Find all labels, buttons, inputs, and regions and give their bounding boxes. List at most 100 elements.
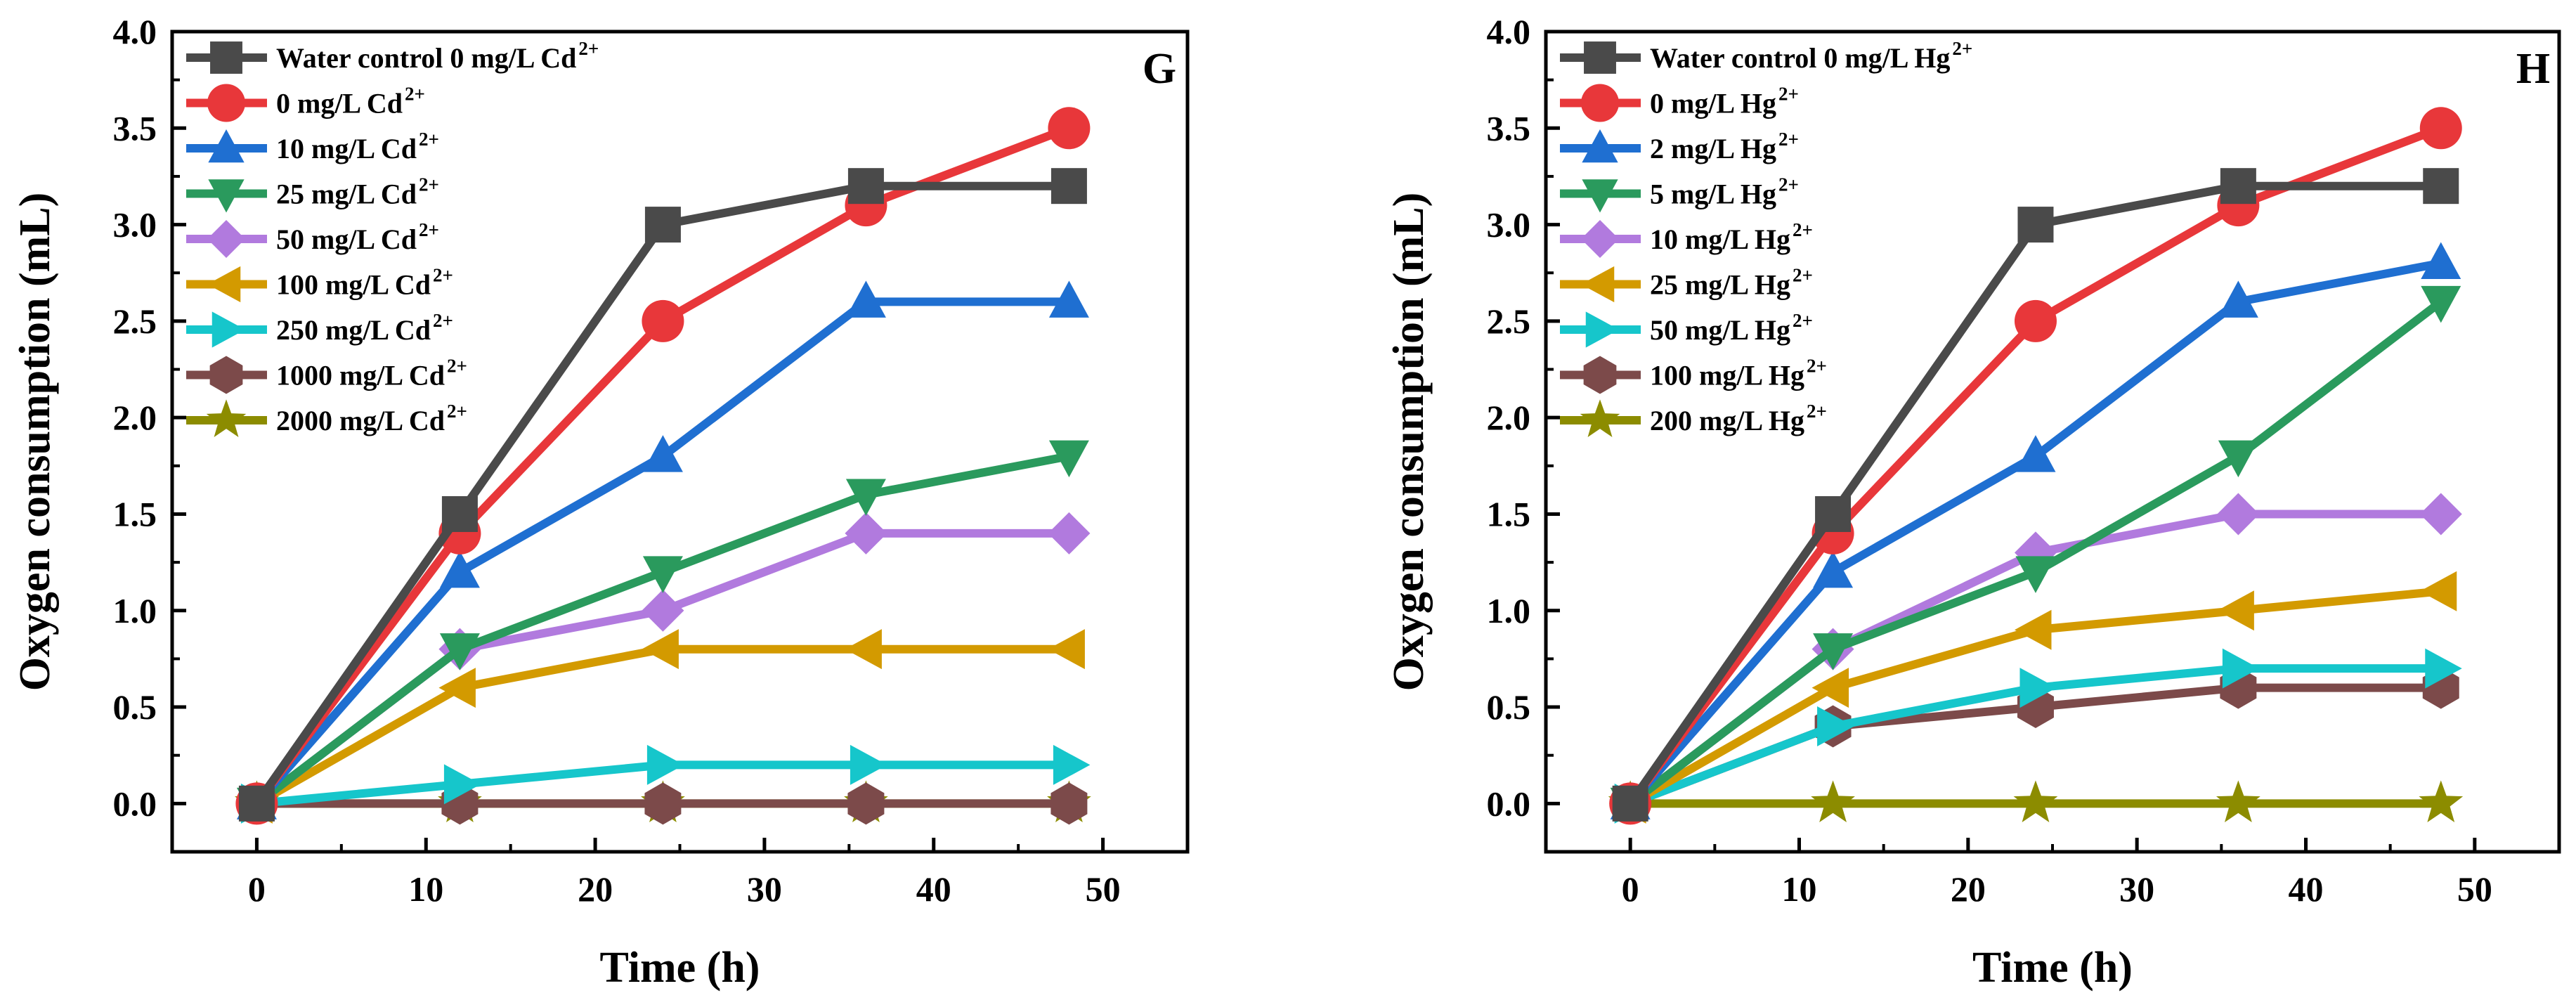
data-point [1048, 280, 1089, 318]
data-point [439, 550, 480, 588]
data-point [438, 668, 476, 708]
legend-marker [208, 179, 245, 213]
data-point [845, 479, 886, 517]
y-tick-label: 3.5 [1487, 108, 1531, 148]
legend-item: 50 mg/L Cd 2+ [186, 219, 439, 258]
chart-panel-g: 0.0 0.5 1.0 1.5 2.0 2.5 3.0 3.5 4.0 0 10 20 30 40 50 Ti… [11, 12, 1190, 992]
legend-marker [1582, 129, 1618, 163]
data-point [1813, 633, 1854, 670]
data-point [2014, 609, 2052, 650]
y-tick-label: 0.0 [113, 784, 157, 823]
legend-marker [207, 220, 245, 258]
data-point [2017, 207, 2054, 243]
legend-label: 100 mg/L Hg [1650, 360, 1804, 391]
data-point [2425, 648, 2462, 689]
series-7 [238, 782, 1088, 825]
legend-item: Water control 0 mg/L Hg 2+ [1560, 38, 1972, 74]
y-tick-label: 2.0 [113, 398, 157, 437]
legend-item: 100 mg/L Hg 2+ [1560, 356, 1827, 394]
legend-label: 250 mg/L Cd [276, 314, 431, 346]
legend: Water control 0 mg/L Cd 2+0 mg/L Cd 2+10 m… [186, 38, 599, 438]
y-tick-label: 4.0 [113, 12, 157, 51]
x-tick-label: 10 [1782, 869, 1817, 909]
x-tick-label: 0 [248, 869, 266, 909]
y-tick-label: 1.0 [1487, 591, 1531, 630]
data-point [439, 633, 480, 670]
legend-marker [1583, 356, 1617, 394]
x-tick-label: 20 [1951, 869, 1986, 909]
data-point [1817, 706, 1854, 747]
legend-superscript: 2+ [578, 38, 599, 59]
legend-superscript: 2+ [1793, 265, 1813, 286]
legend: Water control 0 mg/L Hg 2+0 mg/L Hg 2+2 mg… [1560, 38, 1972, 438]
legend-marker [206, 399, 247, 438]
data-point [2019, 668, 2057, 708]
legend-item: 10 mg/L Cd 2+ [186, 129, 439, 164]
legend-marker [208, 129, 245, 163]
data-point [2015, 435, 2056, 472]
legend-label: 2 mg/L Hg [1650, 133, 1776, 164]
legend-item: 0 mg/L Cd 2+ [186, 84, 425, 122]
y-tick-label: 0.0 [1487, 784, 1531, 823]
legend-label: 0 mg/L Cd [276, 88, 403, 119]
data-point [1048, 512, 1091, 555]
x-tick-label: 50 [1086, 869, 1121, 909]
legend-item: 100 mg/L Cd 2+ [186, 265, 453, 303]
x-tick-label: 50 [2457, 869, 2492, 909]
legend-label: 2000 mg/L Cd [276, 405, 445, 436]
series-layer [235, 107, 1091, 825]
legend-superscript: 2+ [1778, 84, 1799, 105]
data-point [2419, 493, 2462, 536]
data-point [642, 629, 679, 670]
legend-marker [1581, 266, 1615, 303]
data-point [644, 782, 682, 825]
data-point [1053, 744, 1091, 785]
legend-superscript: 2+ [419, 174, 439, 195]
series-1 [1609, 107, 2462, 825]
data-point [2421, 285, 2461, 323]
data-point [1048, 440, 1089, 478]
legend-superscript: 2+ [1952, 38, 1972, 59]
legend-superscript: 2+ [433, 265, 453, 286]
legend-superscript: 2+ [447, 356, 467, 377]
data-point [642, 556, 683, 593]
data-point [1050, 782, 1088, 825]
series-8 [1608, 780, 2464, 823]
legend-label: 10 mg/L Cd [276, 133, 417, 164]
data-point [1050, 168, 1087, 205]
legend-label: 50 mg/L Hg [1650, 314, 1790, 346]
y-tick-label: 2.5 [113, 302, 157, 341]
legend-marker [212, 311, 245, 348]
y-tick-label: 0.5 [113, 687, 157, 727]
y-tick-label: 2.5 [1487, 302, 1531, 341]
data-point [443, 764, 481, 805]
data-point [2216, 780, 2260, 823]
legend-superscript: 2+ [1793, 310, 1813, 331]
legend-item: 50 mg/L Hg 2+ [1560, 310, 1813, 348]
legend-label: Water control 0 mg/L Hg [1650, 42, 1950, 74]
legend-label: 200 mg/L Hg [1650, 405, 1804, 436]
legend-label: 50 mg/L Cd [276, 223, 417, 255]
data-point [845, 280, 886, 318]
x-tick-label: 0 [1622, 869, 1639, 909]
legend-superscript: 2+ [447, 401, 467, 422]
x-tick-label: 30 [747, 869, 782, 909]
series-0 [1612, 168, 2459, 822]
legend-label: 5 mg/L Hg [1650, 179, 1776, 210]
legend-label: 1000 mg/L Cd [276, 360, 445, 391]
data-point [1815, 495, 1852, 532]
legend-superscript: 2+ [1807, 356, 1827, 377]
y-axis-title: Oxygen consumption (mL) [1385, 193, 1433, 692]
x-tick-label: 40 [2289, 869, 2324, 909]
legend-marker [207, 84, 245, 122]
legend-label: 10 mg/L Hg [1650, 223, 1790, 255]
series-0 [238, 168, 1087, 822]
x-tick-label: 30 [2119, 869, 2154, 909]
data-point [238, 785, 275, 822]
y-tick-label: 3.5 [113, 108, 157, 148]
data-point [2218, 280, 2258, 318]
data-point [847, 168, 884, 205]
data-point [1813, 550, 1854, 588]
data-point [2222, 648, 2260, 689]
